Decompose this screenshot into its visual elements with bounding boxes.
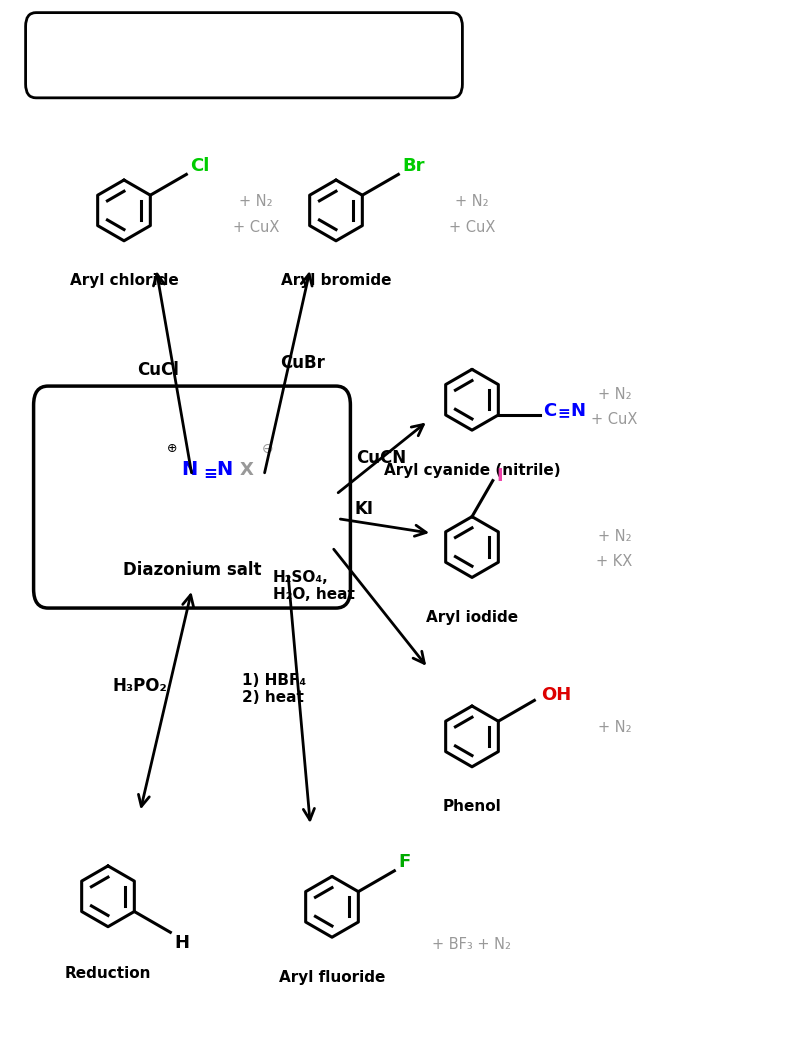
Text: + N₂: + N₂ (598, 529, 631, 544)
Text: + BF₃ + N₂: + BF₃ + N₂ (433, 937, 511, 952)
Text: 1) HBF₄
2) heat: 1) HBF₄ 2) heat (242, 673, 306, 705)
Text: Cl: Cl (190, 157, 210, 175)
Text: CuBr: CuBr (280, 353, 325, 372)
Text: OH: OH (541, 686, 571, 704)
FancyBboxPatch shape (34, 386, 350, 608)
Text: Reduction: Reduction (65, 966, 151, 980)
Text: KI: KI (354, 500, 374, 519)
Text: ≡: ≡ (558, 406, 570, 422)
Text: C: C (543, 402, 556, 420)
Text: N: N (570, 402, 586, 420)
Text: Aryl cyanide (nitrile): Aryl cyanide (nitrile) (384, 463, 560, 478)
Text: + N₂: + N₂ (598, 387, 631, 402)
Text: H₃PO₂: H₃PO₂ (113, 676, 167, 695)
Text: CuCl: CuCl (138, 361, 179, 380)
Text: Diazonium salt: Diazonium salt (122, 561, 262, 580)
Text: Aryl fluoride: Aryl fluoride (279, 970, 385, 985)
FancyBboxPatch shape (26, 13, 462, 98)
Text: I: I (497, 467, 503, 485)
Text: H: H (174, 934, 190, 952)
Text: + CuX: + CuX (449, 220, 495, 235)
Text: + KX: + KX (596, 554, 633, 569)
Text: Br: Br (402, 157, 425, 175)
Text: ⊖: ⊖ (262, 442, 273, 456)
Text: ⊕: ⊕ (166, 443, 178, 456)
Text: F: F (398, 853, 410, 871)
Text: ≡: ≡ (203, 465, 217, 483)
Text: Aryl iodide: Aryl iodide (426, 610, 518, 625)
Text: H₂SO₄,
H₂O, heat: H₂SO₄, H₂O, heat (273, 570, 354, 602)
Text: + N₂: + N₂ (239, 195, 273, 209)
Text: N: N (182, 461, 198, 480)
Text: + CuX: + CuX (591, 412, 638, 427)
Text: + CuX: + CuX (233, 220, 279, 235)
Text: + N₂: + N₂ (455, 195, 489, 209)
Text: 7 Reactions of Diazonium Salts: 7 Reactions of Diazonium Salts (54, 45, 394, 65)
Text: Aryl chloride: Aryl chloride (70, 274, 178, 288)
Text: N: N (216, 461, 232, 480)
Text: CuCN: CuCN (356, 448, 406, 467)
Text: Phenol: Phenol (442, 800, 502, 814)
Text: Aryl bromide: Aryl bromide (281, 274, 391, 288)
Text: X: X (239, 461, 254, 479)
Text: + N₂: + N₂ (598, 721, 631, 735)
